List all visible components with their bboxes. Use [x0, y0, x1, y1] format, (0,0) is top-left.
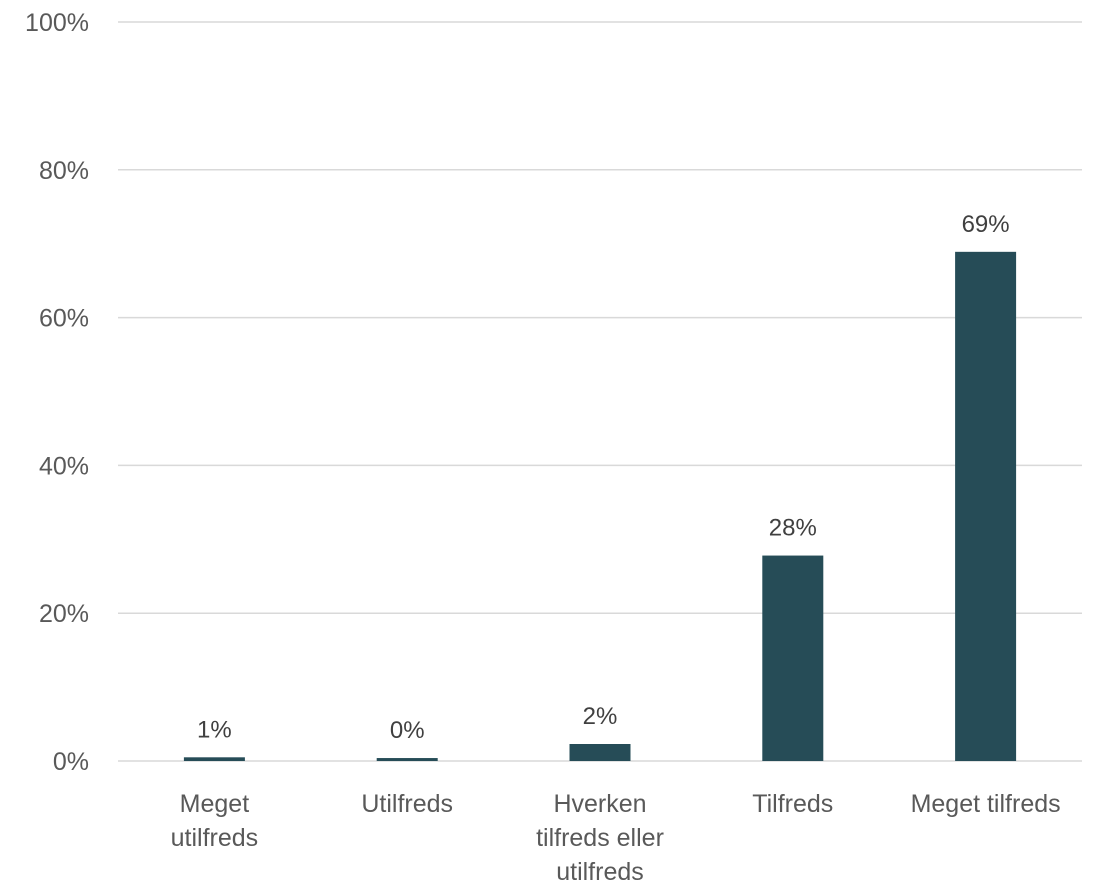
y-tick-label-40: 40%	[39, 452, 89, 480]
bar-5	[955, 251, 1017, 762]
data-label-4: 28%	[769, 515, 817, 542]
y-tick-label-100: 100%	[25, 9, 89, 37]
category-label-line: utilfreds	[171, 824, 259, 852]
data-label-2: 0%	[390, 717, 425, 744]
category-label-3: Hverken tilfreds eller utilfreds	[536, 790, 664, 886]
bar-3	[569, 744, 631, 761]
category-label-line: utilfreds	[556, 858, 644, 886]
y-tick-label-0: 0%	[53, 748, 89, 776]
y-tick-label-20: 20%	[39, 600, 89, 628]
category-label-line: Meget	[180, 790, 250, 818]
category-label-line: Utilfreds	[361, 790, 453, 818]
bar-2	[376, 758, 438, 761]
category-label-line: Meget tilfreds	[911, 790, 1061, 818]
gridlines	[118, 21, 1082, 762]
category-label-2: Utilfreds	[361, 790, 453, 818]
category-label-5: Meget tilfreds	[911, 790, 1061, 818]
x-axis-category-labels: Meget utilfreds Utilfreds Hverken tilfreds e…	[171, 790, 1061, 886]
bar-1	[183, 757, 245, 761]
category-label-4: Tilfreds	[752, 790, 833, 818]
y-tick-label-80: 80%	[39, 157, 89, 185]
bars	[183, 251, 1017, 762]
data-label-5: 69%	[962, 211, 1010, 238]
data-labels: 1% 0% 2% 28% 69%	[197, 211, 1010, 744]
category-label-line: tilfreds eller	[536, 824, 664, 852]
y-axis-tick-labels: 0% 20% 40% 60% 80% 100%	[25, 9, 89, 776]
y-tick-label-60: 60%	[39, 305, 89, 333]
category-label-1: Meget utilfreds	[171, 790, 259, 852]
data-label-1: 1%	[197, 716, 232, 743]
category-label-line: Hverken	[553, 790, 646, 818]
data-label-3: 2%	[583, 703, 618, 730]
bar-4	[762, 555, 824, 761]
category-label-line: Tilfreds	[752, 790, 833, 818]
